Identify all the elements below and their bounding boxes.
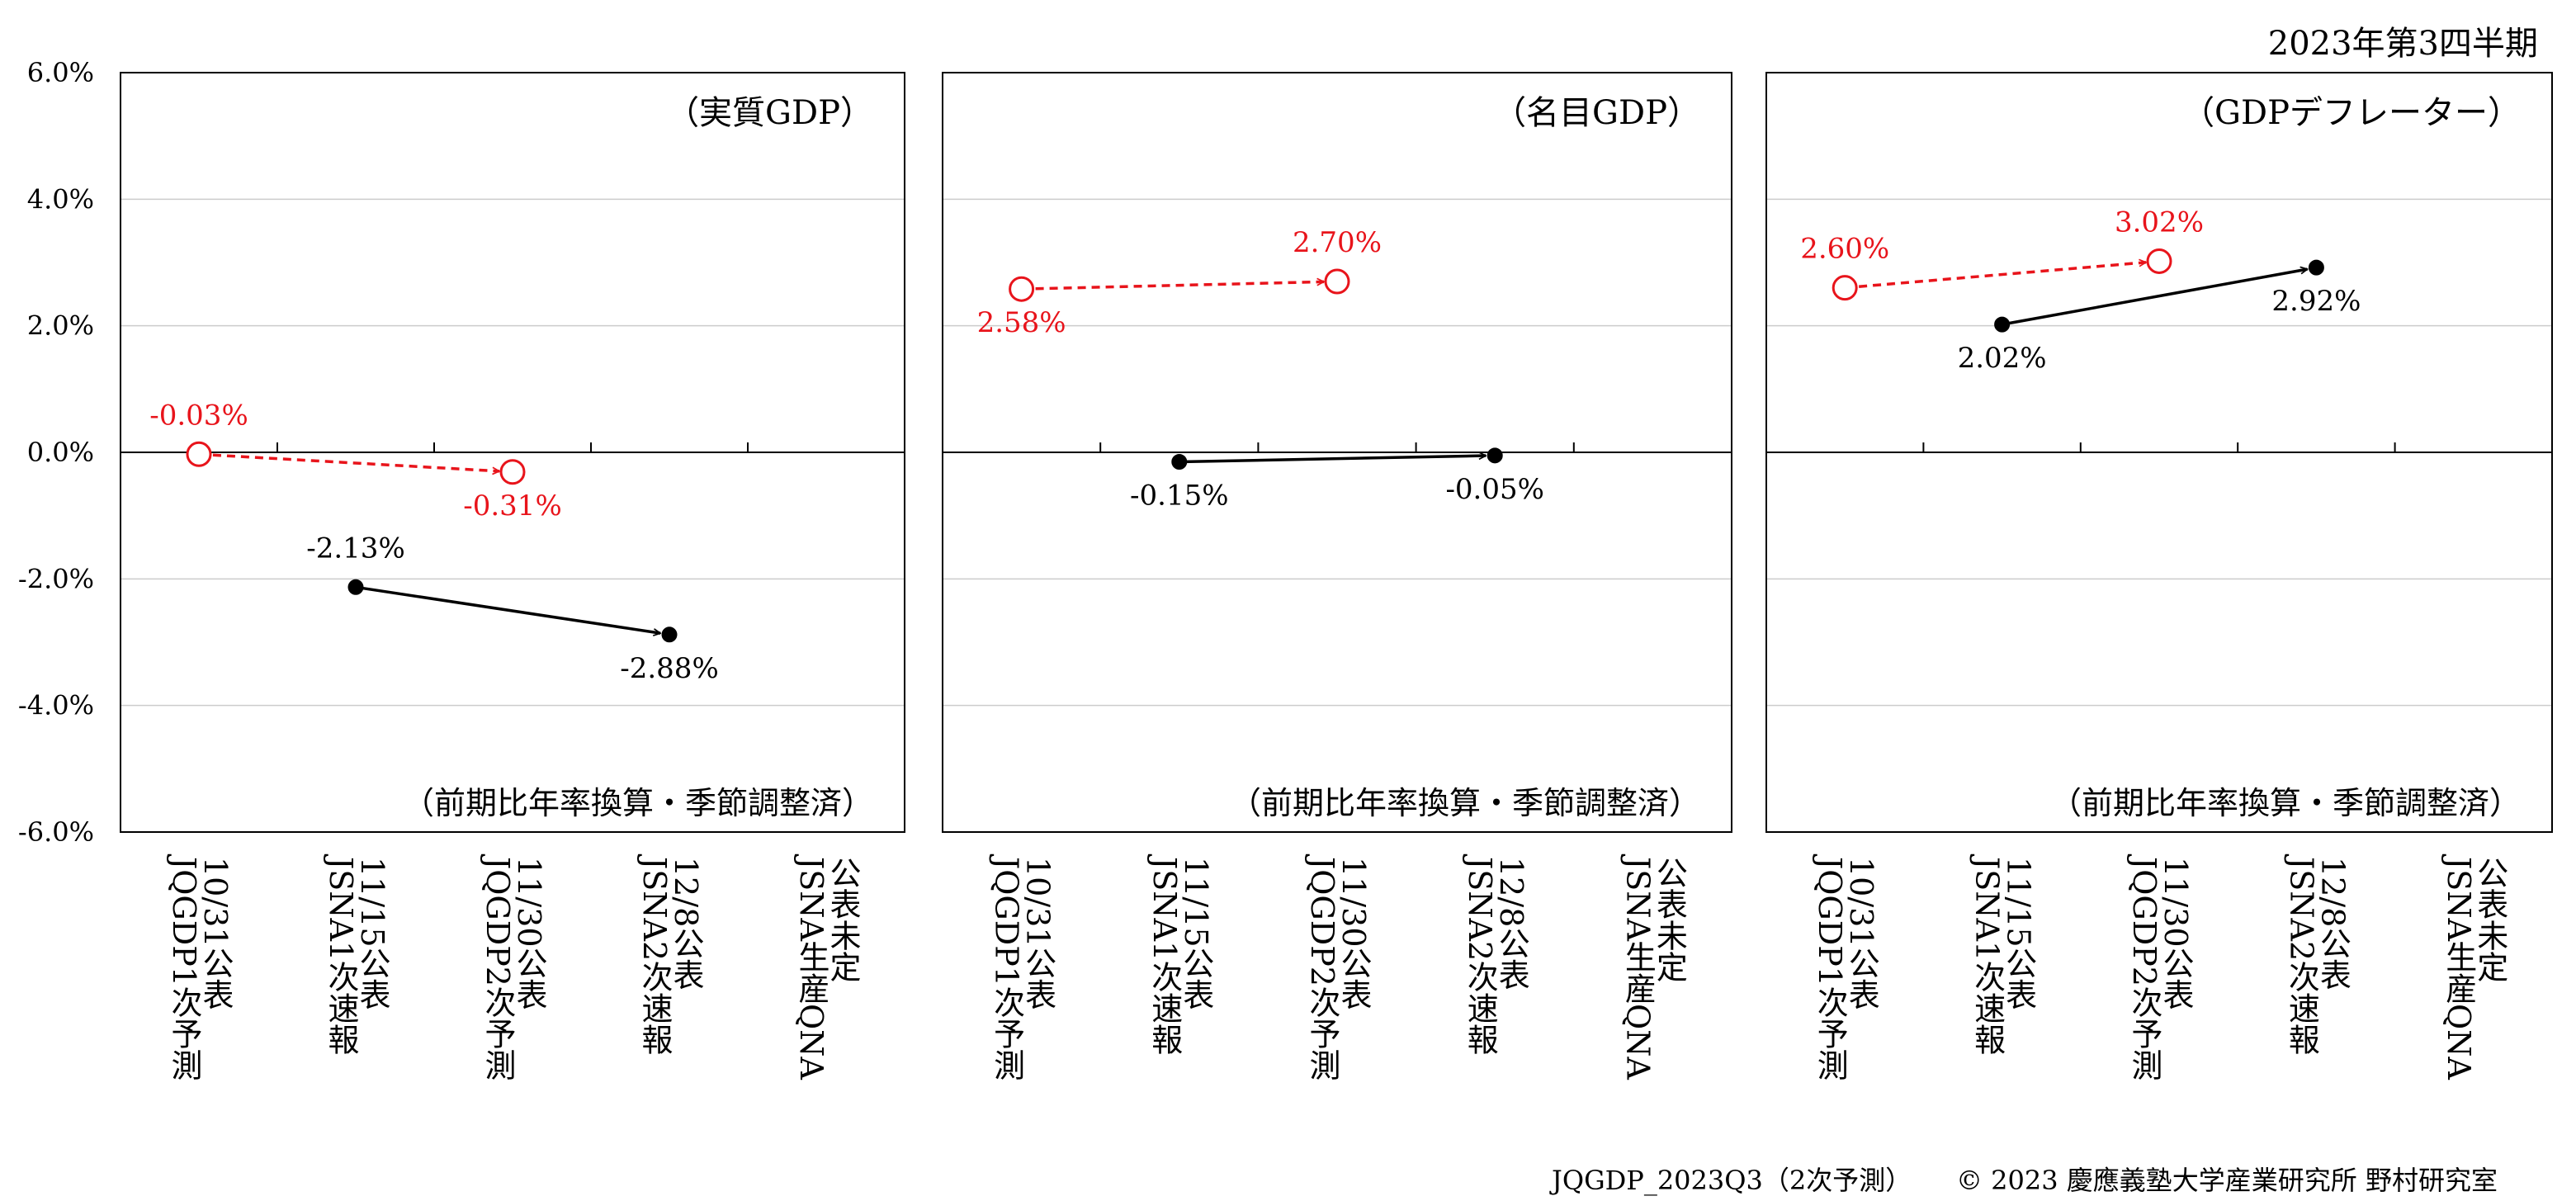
category-label: JQGDP2次予測 (480, 853, 516, 1080)
category-label: 10/31公表 (197, 857, 234, 1010)
y-tick-label: -2.0% (18, 563, 94, 594)
forecast-point (499, 459, 526, 485)
forecast-point (1009, 276, 1035, 302)
category-label: 公表未定 (825, 857, 861, 982)
category-label: JSNA1次速報 (323, 853, 359, 1056)
category-label: 12/8公表 (2314, 857, 2351, 990)
official-point (661, 627, 678, 643)
category-label: JSNA生産QNA (793, 853, 830, 1080)
panel-note: （前期比年率換算・季節調整済） (1230, 785, 1700, 821)
category-label: 12/8公表 (1493, 857, 1529, 990)
y-tick-label: 4.0% (27, 183, 94, 215)
panel-note: （前期比年率換算・季節調整済） (2050, 785, 2521, 821)
category-label: 11/30公表 (1335, 857, 1372, 1010)
data-label: 2.92% (2271, 285, 2361, 318)
panel-title: （実質GDP） (666, 94, 873, 132)
data-label: -2.88% (620, 652, 719, 685)
panel-title: （GDPデフレーター） (2181, 94, 2521, 132)
category-label: 公表未定 (1651, 857, 1687, 982)
forecast-arrow (1845, 262, 2146, 290)
category-label: 11/30公表 (2158, 857, 2194, 1010)
category-label: 10/31公表 (1020, 857, 1056, 1010)
data-label: 2.70% (1293, 226, 1382, 259)
category-label: JQGDP2次予測 (2126, 853, 2162, 1080)
forecast-point (1832, 275, 1858, 301)
category-label: 10/31公表 (1843, 857, 1879, 1010)
data-label: 3.02% (2115, 206, 2204, 239)
category-label: JSNA生産QNA (1619, 853, 1656, 1080)
footer-source-id: JQGDP_2023Q3（2次予測） (1552, 1165, 1912, 1196)
chart-panel-3: （GDPデフレーター） （前期比年率換算・季節調整済） 10/31公表JQGDP1次… (1765, 72, 2553, 1080)
category-label: 11/15公表 (2001, 857, 2037, 1010)
forecast-arrow (1021, 281, 1324, 291)
category-label: 11/30公表 (511, 857, 547, 1010)
official-arrow (2002, 269, 2308, 326)
panel-title: （名目GDP） (1493, 94, 1700, 132)
official-arrow (355, 585, 660, 633)
data-label: -0.05% (1445, 473, 1544, 506)
data-label: 2.60% (1800, 233, 1889, 266)
category-label: JQGDP2次予測 (1304, 853, 1340, 1080)
forecast-point (2146, 248, 2172, 274)
official-point (347, 579, 364, 595)
y-tick-label: 6.0% (27, 57, 94, 88)
official-point (1487, 447, 1503, 464)
forecast-point (186, 441, 212, 467)
y-tick-label: -6.0% (18, 816, 94, 848)
data-label: -0.15% (1130, 480, 1229, 513)
forecast-point (1324, 268, 1350, 295)
category-label: JSNA2次速報 (1462, 853, 1498, 1056)
category-label: JQGDP1次予測 (1812, 853, 1848, 1080)
data-label: -0.31% (463, 489, 562, 522)
category-label: 11/15公表 (1178, 857, 1214, 1010)
official-point (2308, 259, 2324, 276)
category-label: JQGDP1次予測 (166, 853, 202, 1080)
category-label: JSNA2次速報 (2283, 853, 2319, 1056)
data-label: -0.03% (149, 399, 248, 432)
category-label: JSNA生産QNA (2441, 853, 2477, 1080)
category-label: JSNA1次速報 (1146, 853, 1183, 1056)
official-arrow (1179, 456, 1486, 464)
y-tick-label: 2.0% (27, 310, 94, 342)
official-point (1994, 316, 2011, 333)
panel-note: （前期比年率換算・季節調整済） (403, 785, 873, 821)
official-point (1171, 454, 1188, 470)
forecast-arrow (198, 452, 499, 471)
category-label: JQGDP1次予測 (989, 853, 1025, 1080)
category-label: 11/15公表 (354, 857, 390, 1010)
data-label: -2.13% (306, 532, 405, 565)
category-label: 公表未定 (2472, 857, 2508, 982)
category-label: 12/8公表 (668, 857, 704, 990)
y-tick-label: 0.0% (27, 437, 94, 468)
data-label: 2.58% (977, 306, 1066, 339)
y-tick-label: -4.0% (18, 690, 94, 721)
data-label: 2.02% (1958, 342, 2047, 375)
footer-copyright: © 2023 慶應義塾大学産業研究所 野村研究室 (1956, 1165, 2498, 1196)
category-label: JSNA1次速報 (1969, 853, 2006, 1056)
period-label: 2023年第3四半期 (2267, 25, 2538, 63)
category-label: JSNA2次速報 (636, 853, 673, 1056)
